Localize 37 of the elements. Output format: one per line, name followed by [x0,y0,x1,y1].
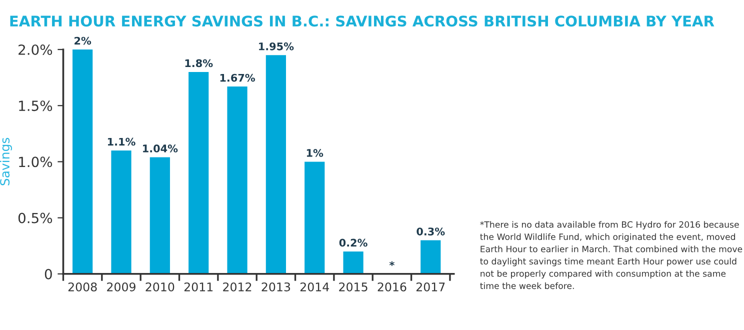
bar [227,86,248,274]
data-label: 0.3% [416,228,445,236]
y-axis-title: Savings [0,138,12,186]
y-tick-label: 2.0% [18,44,52,55]
data-label: 1.04% [143,144,178,152]
data-label: 1% [306,149,324,157]
x-tick-label: 2016 [378,282,406,292]
y-tick-label: 1.5% [19,100,52,112]
data-label: 1.67% [220,74,256,82]
x-tick-label: 2012 [223,282,252,292]
x-tick-label: 2008 [68,282,97,292]
x-tick-label: 2011 [184,282,213,292]
chart-title: EARTH HOUR ENERGY SAVINGS IN B.C.: SAVINGS ACROSS BRITISH COLUMBIA BY YEAR [10,16,714,27]
x-tick-label: 2014 [300,282,329,292]
text: *There is no data available from BC Hydro for 2016 because the World Wildlife Fund, which originated the event, moved Earth Hour to earlier in March. That combined with the move to daylight savings time meant Earth Hour power use could not be properly compared with consumption at the same time the week before. [480,221,742,290]
y-tick-label: 0 [44,268,52,280]
x-tick-label: 2009 [107,282,136,292]
y-tick-label: 1.0% [19,156,52,168]
data-label: 0.2% [339,238,368,247]
x-tick-label: 2015 [339,282,368,292]
bar [188,72,209,274]
bar [111,150,132,274]
data-label: 1.8% [185,59,213,68]
text: * [389,261,394,266]
data-label: 1.1% [108,138,136,146]
bar [304,162,325,274]
bar [72,50,93,274]
bar [150,157,170,274]
x-tick-label: 2013 [262,282,290,292]
y-tick-label: 0.5% [18,212,52,224]
bar [343,251,364,274]
data-label: 2% [74,36,92,45]
bar [266,55,286,274]
x-tick-label: 2017 [416,282,445,292]
bar [420,240,441,274]
data-label: 1.95% [259,42,294,50]
x-tick-label: 2010 [146,282,174,292]
